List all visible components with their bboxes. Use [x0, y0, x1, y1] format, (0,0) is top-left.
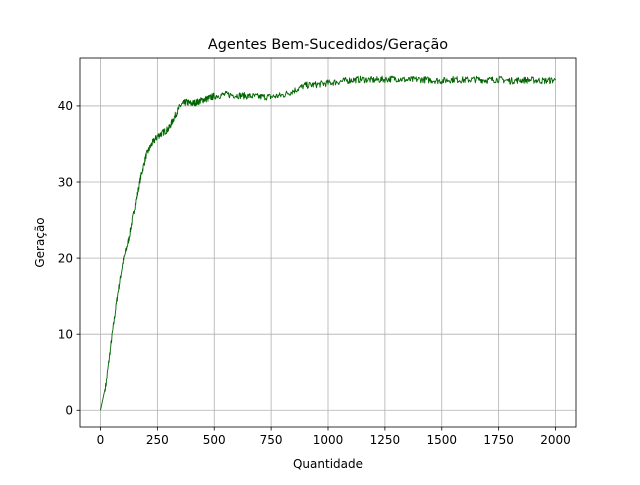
series-layer [100, 75, 556, 411]
ticks: 0 250 500 750 1000 1250 1500 1750 2000 0 10 20 30 40 [58, 99, 571, 447]
y-tick-label: 20 [58, 251, 73, 265]
x-tick-label: 750 [260, 433, 283, 447]
x-tick-label: 2000 [540, 433, 571, 447]
x-tick-label: 1750 [483, 433, 514, 447]
y-tick-label: 10 [58, 327, 73, 341]
x-tick-label: 0 [97, 433, 105, 447]
grid-lines [80, 58, 576, 427]
x-tick-label: 500 [203, 433, 226, 447]
x-axis-label: Quantidade [293, 457, 363, 471]
series-line [100, 75, 556, 411]
x-tick-label: 1250 [370, 433, 401, 447]
y-axis-label: Geração [33, 217, 47, 267]
x-tick-label: 1000 [313, 433, 344, 447]
y-tick-label: 40 [58, 99, 73, 113]
y-tick-label: 0 [65, 404, 73, 418]
y-tick-label: 30 [58, 175, 73, 189]
x-tick-label: 1500 [426, 433, 457, 447]
x-tick-label: 250 [146, 433, 169, 447]
chart-title: Agentes Bem-Sucedidos/Geração [208, 37, 448, 53]
